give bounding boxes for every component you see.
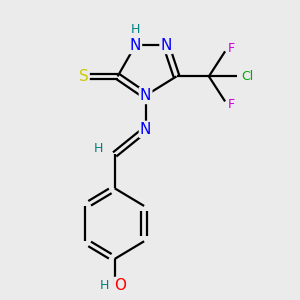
Text: S: S bbox=[79, 69, 88, 84]
Text: O: O bbox=[115, 278, 127, 293]
Text: H: H bbox=[100, 279, 109, 292]
Text: N: N bbox=[160, 38, 172, 53]
Text: F: F bbox=[227, 98, 235, 111]
Text: N: N bbox=[140, 88, 151, 103]
Text: N: N bbox=[140, 122, 151, 137]
Text: H: H bbox=[94, 142, 103, 155]
Text: H: H bbox=[130, 23, 140, 36]
Text: Cl: Cl bbox=[241, 70, 253, 83]
Text: N: N bbox=[130, 38, 141, 53]
Text: F: F bbox=[227, 42, 235, 55]
